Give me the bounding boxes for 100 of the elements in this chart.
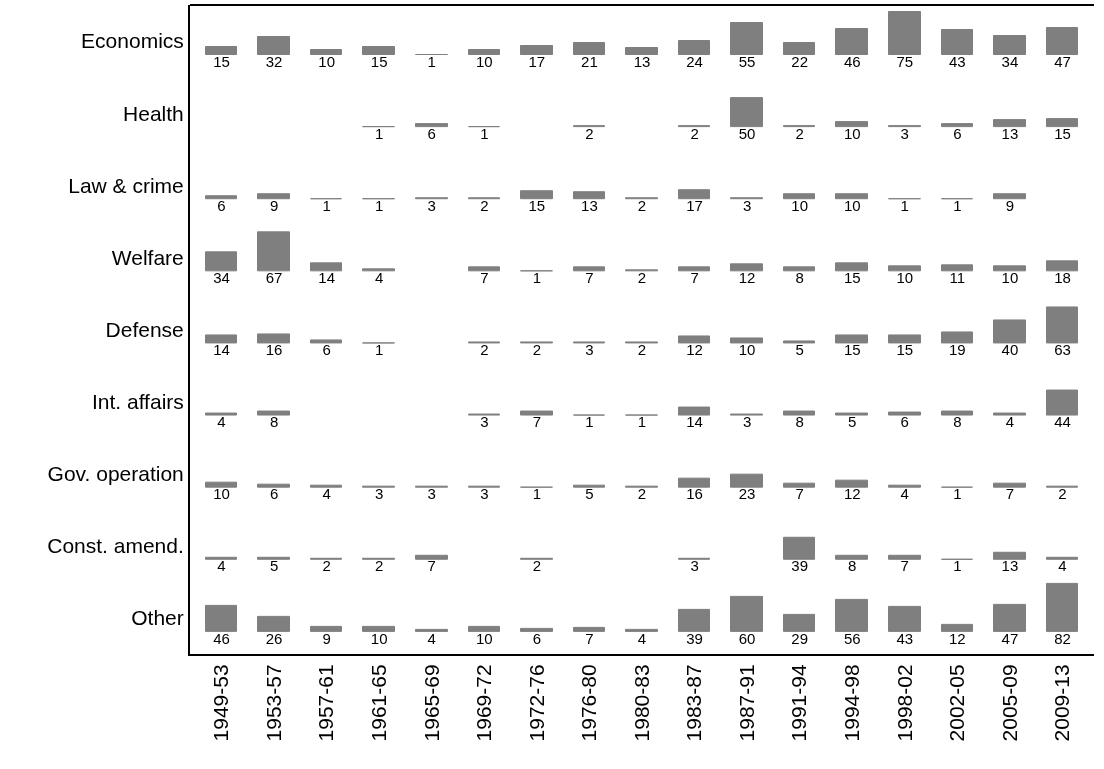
bar: [257, 36, 290, 55]
x-tick-label: 1980-83: [629, 664, 653, 742]
bar: [415, 628, 448, 632]
data-label: 13: [1001, 124, 1019, 142]
data-label: 14: [318, 269, 335, 287]
x-tick-label: 1965-69: [419, 664, 443, 742]
data-label: 47: [1001, 629, 1019, 647]
data-label: 2: [532, 557, 542, 575]
bar: [941, 410, 973, 416]
data-label: 24: [686, 52, 703, 70]
data-label: 4: [375, 269, 384, 287]
data-label: 3: [427, 485, 436, 503]
bar: [1046, 118, 1078, 128]
data-label: 55: [738, 52, 756, 70]
data-label: 5: [795, 341, 804, 359]
data-label: 8: [795, 269, 804, 287]
bar: [257, 556, 290, 560]
data-label: 6: [217, 196, 226, 214]
data-label: 82: [1054, 629, 1071, 647]
data-label: 3: [480, 413, 489, 431]
data-label: 9: [322, 629, 331, 647]
data-label: 2: [480, 196, 489, 214]
bar: [678, 406, 710, 416]
bar: [1046, 582, 1078, 632]
data-label: 15: [843, 341, 861, 359]
data-label: 1: [953, 196, 962, 214]
data-label: 13: [581, 196, 598, 214]
data-label: 6: [269, 485, 279, 503]
data-label: 8: [848, 557, 857, 575]
data-label: 4: [322, 485, 331, 503]
bar: [730, 473, 763, 488]
y-axis-title: Economics: [81, 29, 184, 53]
x-tick-label: 1991-94: [787, 664, 811, 742]
bar: [310, 484, 342, 488]
bar: [205, 556, 237, 560]
bar: [888, 265, 921, 272]
bar: [835, 121, 868, 128]
data-label: 47: [1054, 52, 1071, 70]
bar: [993, 319, 1026, 344]
data-label: 14: [213, 341, 230, 359]
data-label: 11: [949, 269, 966, 287]
data-label: 21: [581, 52, 598, 70]
x-tick-label: 1994-98: [840, 664, 864, 742]
data-label: 63: [1054, 341, 1071, 359]
data-label: 2: [375, 557, 384, 575]
data-label: 60: [738, 629, 756, 647]
bar: [783, 410, 815, 416]
data-label: 2: [637, 196, 647, 214]
bar: [257, 483, 290, 488]
data-label: 10: [843, 196, 861, 214]
data-label: 10: [318, 52, 335, 70]
x-tick-label: 1961-65: [367, 664, 391, 742]
data-label: 22: [791, 52, 809, 70]
data-label: 7: [480, 269, 489, 287]
bar: [888, 484, 921, 488]
bar: [1046, 556, 1078, 560]
bar: [310, 339, 342, 344]
bar: [573, 484, 605, 488]
bar: [573, 191, 605, 200]
data-label: 1: [375, 341, 384, 359]
data-label: 2: [322, 557, 331, 575]
data-label: 15: [896, 341, 914, 359]
data-label: 6: [900, 413, 909, 431]
bar: [257, 193, 290, 200]
x-tick-label: 1949-53: [209, 664, 233, 742]
data-label: 3: [480, 485, 489, 503]
data-label: 43: [949, 52, 966, 70]
bar: [310, 49, 342, 55]
bar: [888, 411, 921, 416]
data-label: 10: [213, 485, 230, 503]
data-label: 4: [900, 485, 909, 503]
data-label: 16: [265, 341, 283, 359]
bar: [362, 46, 395, 55]
bar: [835, 598, 868, 632]
data-label: 3: [742, 196, 752, 214]
bar: [993, 551, 1026, 560]
data-label: 2: [1058, 485, 1067, 503]
data-label: 9: [1005, 196, 1015, 214]
data-label: 75: [896, 52, 914, 70]
bar: [888, 605, 921, 632]
data-label: 10: [791, 196, 809, 214]
bar: [678, 477, 710, 488]
bar: [468, 625, 500, 632]
data-label: 16: [686, 485, 703, 503]
data-label: 15: [1054, 124, 1071, 142]
bar: [205, 481, 237, 488]
bar: [993, 603, 1026, 632]
data-label: 7: [585, 269, 594, 287]
bar: [1046, 306, 1078, 344]
data-label: 6: [427, 124, 436, 142]
data-label: 10: [896, 269, 914, 287]
data-label: 8: [953, 413, 962, 431]
y-axis-title: Defense: [105, 317, 184, 341]
data-label: 2: [637, 341, 647, 359]
data-label: 10: [475, 52, 493, 70]
y-axis-title: Const. amend.: [47, 534, 184, 558]
bar: [678, 608, 710, 632]
bar: [310, 262, 342, 272]
bar: [941, 123, 973, 128]
x-tick-label: 1953-57: [261, 664, 285, 742]
